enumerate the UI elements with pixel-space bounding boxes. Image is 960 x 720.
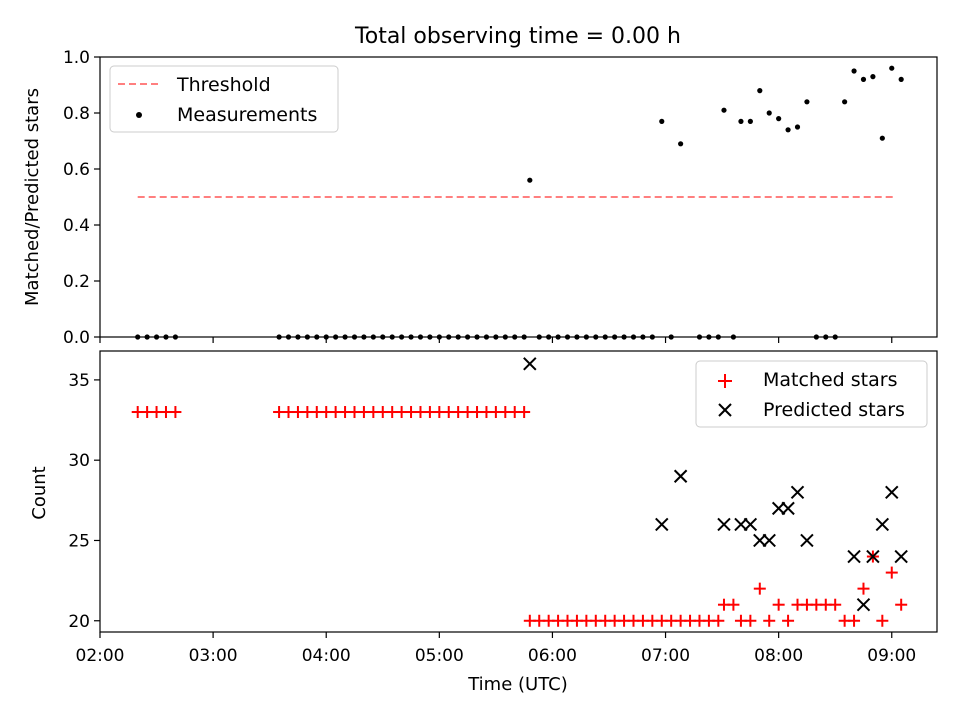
matched-star-point — [763, 614, 776, 627]
measurement-point — [757, 88, 763, 94]
measurement-point — [766, 110, 772, 116]
matched-star-point — [857, 582, 870, 595]
chart-title: Total observing time = 0.00 h — [354, 24, 681, 49]
y-tick-label: 1.0 — [63, 48, 90, 68]
x-tick-label: 04:00 — [302, 646, 351, 666]
predicted-star-point — [781, 501, 795, 516]
y-tick-label: 20 — [68, 612, 90, 632]
x-tick-label: 09:00 — [867, 646, 916, 666]
predicted-legend-swatch — [718, 403, 732, 417]
y-tick-label: 35 — [68, 371, 90, 391]
bottom-legend: Matched stars Predicted stars — [695, 360, 928, 428]
matched-star-point — [782, 614, 795, 627]
matched-star-point — [518, 406, 531, 419]
measurement-point — [860, 76, 867, 82]
predicted-star-point — [655, 517, 669, 532]
predicted-star-point — [885, 485, 899, 500]
measurement-point — [776, 116, 782, 122]
x-tick-label: 08:00 — [754, 646, 803, 666]
predicted-star-point — [800, 533, 814, 548]
y-tick-label: 0.4 — [63, 216, 90, 236]
matched-star-point — [829, 598, 842, 611]
measurements-legend-label: Measurements — [177, 104, 317, 126]
top-x-axis — [99, 337, 893, 343]
matched-star-point — [885, 566, 898, 579]
matched-star-point — [753, 582, 766, 595]
predicted-star-point — [523, 357, 537, 371]
matched-star-point — [895, 598, 908, 611]
predicted-legend-label: Predicted stars — [763, 399, 905, 421]
x-tick-label: 02:00 — [76, 646, 125, 666]
matched-star-point — [848, 614, 861, 627]
measurement-point — [889, 65, 895, 71]
measurement-point — [527, 177, 533, 183]
matched-star-point — [772, 598, 785, 611]
measurement-point — [678, 141, 684, 147]
predicted-star-point — [762, 533, 776, 548]
top-panel: 0.0 0.2 0.4 0.6 0.8 1.0 Matched/Predicted sta… — [22, 48, 938, 348]
matched-star-point — [169, 406, 182, 419]
y-tick-label: 0.2 — [63, 272, 90, 292]
threshold-legend-label: Threshold — [176, 74, 271, 96]
measurement-point — [898, 76, 904, 82]
top-y-label: Matched/Predicted stars — [22, 88, 43, 306]
x-tick-label: 07:00 — [641, 646, 690, 666]
bottom-x-axis: 02:00 03:00 04:00 05:00 06:00 07:00 08:00 09:00 — [76, 632, 916, 666]
top-axes-frame — [99, 56, 938, 338]
predicted-star-point — [771, 501, 786, 516]
matched-star-point — [727, 598, 740, 611]
bottom-y-label: Count — [29, 466, 50, 519]
bottom-axes-frame — [99, 350, 938, 633]
y-tick-label: 0.0 — [63, 328, 90, 348]
predicted-star-point — [894, 549, 908, 564]
matched-star-point — [744, 614, 757, 627]
predicted-star-point — [856, 597, 871, 612]
predicted-star-point — [753, 533, 767, 548]
measurement-point — [879, 135, 885, 141]
top-legend: Threshold Measurements — [109, 65, 339, 133]
measurement-point — [870, 74, 876, 80]
predicted-star-point — [866, 549, 880, 564]
measurements-legend-swatch — [136, 112, 142, 118]
x-tick-label: 05:00 — [415, 646, 464, 666]
top-y-axis: 0.0 0.2 0.4 0.6 0.8 1.0 — [63, 48, 100, 348]
y-tick-label: 30 — [68, 451, 90, 471]
bottom-y-axis: 20 25 30 35 — [68, 371, 100, 632]
x-tick-label: 06:00 — [528, 646, 577, 666]
top-legend-box — [109, 65, 339, 133]
measurement-point — [721, 107, 727, 113]
y-tick-label: 0.6 — [63, 160, 90, 180]
matched-star-point — [712, 614, 725, 627]
y-tick-label: 0.8 — [63, 104, 90, 124]
measurement-point — [804, 99, 810, 105]
x-axis-label: Time (UTC) — [467, 674, 568, 695]
x-tick-label: 03:00 — [189, 646, 238, 666]
matched-legend-swatch — [718, 374, 732, 388]
predicted-star-point — [673, 469, 688, 483]
measurement-point — [659, 118, 665, 124]
measurement-point — [747, 118, 753, 124]
matched-legend-label: Matched stars — [763, 369, 897, 391]
measurement-point — [738, 118, 744, 124]
measurement-point — [851, 68, 857, 74]
bottom-plot-area — [131, 357, 908, 627]
measurement-point — [842, 99, 848, 105]
y-tick-label: 25 — [68, 531, 90, 551]
predicted-star-point — [790, 485, 805, 500]
measurement-point — [785, 127, 791, 133]
measurement-point — [794, 124, 801, 130]
predicted-star-point — [875, 517, 890, 532]
predicted-star-point — [717, 517, 731, 532]
bottom-legend-box — [695, 360, 928, 428]
predicted-star-point — [734, 517, 748, 532]
predicted-star-point — [847, 549, 861, 564]
predicted-star-point — [743, 517, 758, 532]
matched-star-point — [876, 614, 889, 627]
